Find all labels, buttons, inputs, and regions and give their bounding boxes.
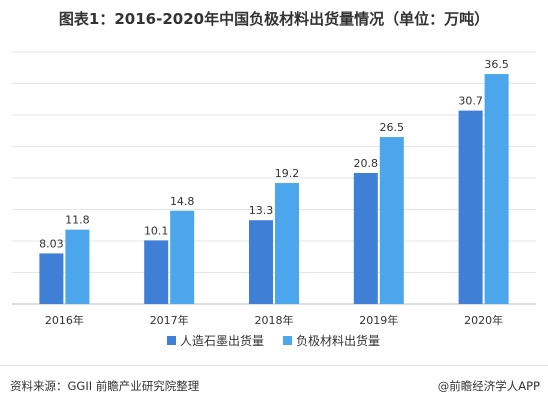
data-label: 26.5 (380, 121, 405, 134)
data-label: 20.8 (354, 157, 379, 170)
chart-title: 图表1：2016-2020年中国负极材料出货量情况（单位：万吨） (58, 10, 490, 28)
data-label: 36.5 (484, 58, 509, 71)
footer-divider (0, 365, 548, 366)
legend-label: 人造石墨出货量 (180, 333, 264, 348)
bars (39, 74, 509, 304)
x-tick-label: 2016年 (45, 313, 84, 327)
data-label: 13.3 (249, 204, 274, 217)
legend-label: 负极材料出货量 (296, 333, 380, 348)
data-label: 19.2 (275, 167, 300, 180)
data-label: 11.8 (65, 214, 90, 227)
gridlines (12, 51, 536, 305)
bar-artificial-graphite-0 (39, 253, 64, 304)
x-tick-label: 2020年 (464, 313, 503, 327)
bar-anode-material-4 (484, 74, 509, 304)
x-tick-label: 2018年 (255, 313, 294, 327)
x-tick-label: 2017年 (150, 313, 189, 327)
legend-swatch (283, 336, 292, 345)
data-label: 14.8 (170, 195, 195, 208)
x-axis-ticks: 2016年 2017年 2018年 2019年 2020年 (45, 313, 503, 327)
bar-anode-material-2 (275, 183, 299, 304)
data-label: 10.1 (144, 224, 169, 237)
bar-anode-material-0 (65, 229, 90, 304)
bar-artificial-graphite-2 (249, 220, 273, 304)
credit-note: @前瞻经济学人APP (437, 379, 540, 393)
bar-artificial-graphite-3 (353, 172, 378, 304)
legend: 人造石墨出货量 负极材料出货量 (167, 333, 380, 348)
source-note: 资料来源：GGII 前瞻产业研究院整理 (10, 379, 200, 393)
x-tick-label: 2019年 (359, 313, 398, 327)
bar-anode-material-1 (170, 210, 195, 304)
data-label: 8.03 (39, 237, 64, 250)
bar-artificial-graphite-1 (144, 240, 169, 304)
legend-swatch (167, 336, 176, 345)
data-label: 30.7 (458, 95, 483, 108)
bar-anode-material-3 (379, 137, 404, 304)
bar-artificial-graphite-4 (458, 110, 483, 304)
